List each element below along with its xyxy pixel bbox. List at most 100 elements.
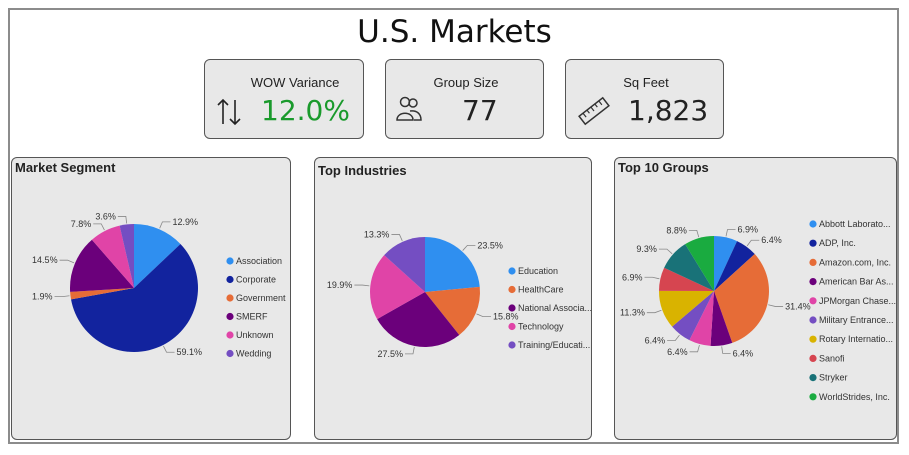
legend-marker [226,312,234,321]
legend-label[interactable]: Unknown [236,330,274,340]
kpi-card-wow-variance[interactable]: WOW Variance 12.0% [204,59,364,139]
top-industries-panel[interactable]: Top Industries 23.5% 15.8% 27.5% 19.9% 13.3%… [314,157,592,440]
pie-slice[interactable] [714,236,738,291]
legend-label[interactable]: ADP, Inc. [819,238,856,248]
pie-slice[interactable] [425,237,480,292]
ruler-icon [578,96,610,126]
pie-slice[interactable] [425,286,480,336]
kpi-value: 77 [462,94,498,127]
legend-marker [226,294,234,302]
market-segment-pie-chart: 12.9% 59.1% 1.9% 14.5% 7.8%3.6% Association Co… [32,211,286,359]
data-label: 6.4% [667,347,688,357]
pie-slice[interactable] [377,292,460,347]
leader-line [688,229,700,238]
sort-arrows-icon [217,98,241,126]
data-label: 8.8% [666,225,687,235]
leader-line [746,239,760,247]
legend-label[interactable]: Wedding [236,349,271,359]
data-label: 13.3% [364,229,390,239]
data-label: 31.4% [785,301,811,311]
legend-label[interactable]: Amazon.com, Inc. [819,257,891,267]
leader-line [667,334,680,341]
legend-marker [508,322,516,331]
legend-label[interactable]: Sanofi [819,353,845,363]
data-label: 11.3% [620,308,645,318]
data-label: 9.3% [636,244,657,254]
legend-marker [809,335,817,343]
legend-label[interactable]: American Bar As... [819,277,894,287]
legend-marker [508,304,516,312]
legend-label[interactable]: HealthCare [518,285,564,295]
top-10-groups-pie-chart: 6.9%6.4%31.4%6.4%6.4%6.4%11.3%6.9%9.3%8.… [620,219,896,402]
pie-slice[interactable] [370,255,425,320]
pie-slice[interactable] [91,225,134,288]
legend-marker [809,258,817,266]
market-segment-panel[interactable]: Market Segment 12.9% 59.1% 1.9% 14.5% 7.8% 3.… [11,157,291,440]
leader-line [476,313,491,318]
pie-slice[interactable] [659,267,714,291]
leader-line [462,245,476,251]
pie-slice[interactable] [659,290,714,327]
leader-line [159,221,171,229]
kpi-card-sq-feet[interactable]: Sq Feet 1,823 [565,59,724,139]
leader-line [354,284,370,287]
legend-marker [809,278,817,286]
leader-line [725,229,736,237]
pie-slice[interactable] [134,224,181,288]
legend-label[interactable]: Corporate [236,275,276,285]
data-label: 23.5% [477,240,503,250]
pie-slice[interactable] [714,241,755,291]
pie-slice[interactable] [689,291,714,346]
pie-slice[interactable] [685,236,714,291]
legend-marker [508,267,516,275]
legend-label[interactable]: Government [236,293,286,303]
pie-slice[interactable] [70,239,134,292]
legend-label[interactable]: Education [518,266,558,276]
pie-slice[interactable] [664,244,714,291]
leader-line [644,276,660,280]
legend-label[interactable]: JPMorgan Chase... [819,296,896,306]
pie-slice[interactable] [710,291,733,346]
leader-line [646,309,662,314]
legend-label[interactable]: National Associa... [518,303,592,313]
top-industries-pie-chart: 23.5% 15.8% 27.5% 19.9% 13.3% Education Health… [327,229,592,359]
pie-slice[interactable] [672,291,714,341]
chart-title: Top 10 Groups [618,160,709,175]
legend-marker [809,354,817,362]
data-label: 7.8% [71,219,92,229]
data-label: 27.5% [377,349,403,359]
legend-label[interactable]: Association [236,256,282,266]
pie-slice[interactable] [714,254,769,343]
legend-label[interactable]: Technology [518,322,564,332]
legend-label[interactable]: Abbott Laborato... [819,219,891,229]
data-label: 6.4% [761,235,782,245]
leader-line [721,346,731,354]
legend-marker [809,393,817,401]
kpi-card-group-size[interactable]: Group Size 77 [385,59,544,139]
legend-marker [809,239,817,247]
leader-line [93,223,105,231]
top-10-groups-panel[interactable]: Top 10 Groups 6.9% 6.4% 31.4% 6.4% 6.4% 6.4% 1… [614,157,897,440]
legend-label[interactable]: Stryker [819,373,848,383]
legend-label[interactable]: Rotary Internatio... [819,334,893,344]
legend-label[interactable]: Military Entrance... [819,315,894,325]
leader-line [405,346,415,355]
pie-slice[interactable] [119,224,134,288]
data-label: 6.9% [622,272,643,282]
kpi-value: 1,823 [628,94,709,127]
pie-slice[interactable] [70,288,134,300]
data-label: 3.6% [95,211,116,221]
pie-slice[interactable] [71,243,198,352]
legend-marker [508,341,516,349]
kpi-value: 12.0% [261,94,350,127]
kpi-label: WOW Variance [250,75,340,90]
legend-label[interactable]: WorldStrides, Inc. [819,392,890,402]
legend-label[interactable]: Training/Educati... [518,340,590,350]
legend-marker [809,297,817,305]
legend-marker [809,374,817,382]
pie-slice[interactable] [384,237,425,292]
people-icon [396,96,422,121]
leader-line [768,304,784,307]
legend-marker [226,349,234,358]
legend-label[interactable]: SMERF [236,312,268,322]
